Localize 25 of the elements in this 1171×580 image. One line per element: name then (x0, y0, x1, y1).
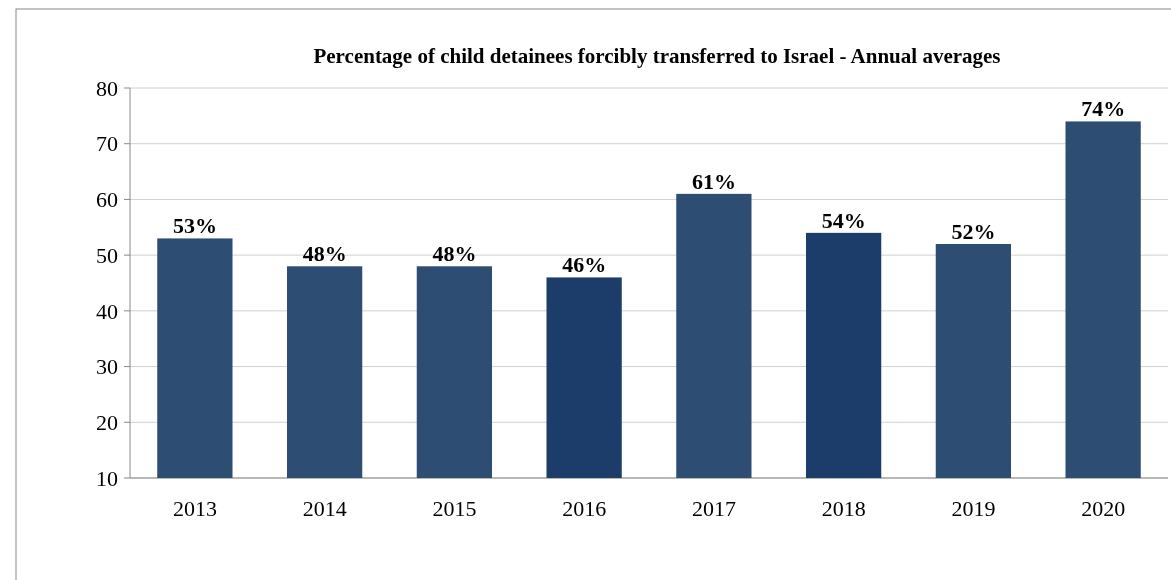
y-tick-label: 20 (96, 409, 118, 435)
y-tick-label: 60 (96, 187, 118, 213)
y-tick-label: 10 (96, 465, 118, 491)
data-label: 53% (172, 213, 217, 239)
data-label: 61% (691, 168, 736, 194)
data-label: 48% (432, 241, 477, 267)
data-label: 54% (821, 207, 866, 233)
x-tick-label: 2014 (302, 496, 347, 521)
y-tick-label: 40 (96, 298, 118, 324)
data-label: 52% (951, 219, 996, 244)
y-tick-label: 50 (96, 242, 118, 268)
x-tick-label: 2018 (821, 496, 866, 521)
data-label: 74% (1081, 96, 1126, 122)
y-tick-label: 80 (96, 75, 118, 101)
x-tick-label: 2016 (562, 496, 607, 521)
x-tick-label: 2015 (432, 496, 477, 521)
data-label: 46% (562, 252, 607, 278)
x-tick-label: 2019 (951, 496, 996, 521)
y-tick-label: 30 (96, 354, 118, 380)
x-tick-label: 2020 (1081, 496, 1126, 521)
x-tick-label: 2013 (172, 496, 217, 521)
x-tick-label: 2017 (691, 496, 736, 521)
y-tick-label: 70 (96, 131, 118, 157)
data-label: 48% (302, 241, 347, 267)
chart-title: Percentage of child detainees forcibly transferred to Israel - Annual averages (313, 44, 1001, 68)
